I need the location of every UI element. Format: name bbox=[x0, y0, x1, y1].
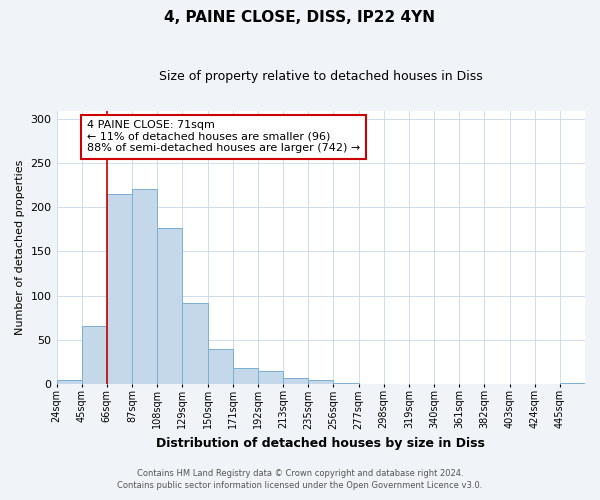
Bar bbox=[157, 228, 182, 384]
Bar bbox=[308, 380, 334, 384]
Bar bbox=[560, 382, 585, 384]
Title: Size of property relative to detached houses in Diss: Size of property relative to detached ho… bbox=[159, 70, 482, 83]
X-axis label: Distribution of detached houses by size in Diss: Distribution of detached houses by size … bbox=[157, 437, 485, 450]
Text: 4 PAINE CLOSE: 71sqm
← 11% of detached houses are smaller (96)
88% of semi-detac: 4 PAINE CLOSE: 71sqm ← 11% of detached h… bbox=[87, 120, 360, 154]
Bar bbox=[283, 378, 308, 384]
Text: 4, PAINE CLOSE, DISS, IP22 4YN: 4, PAINE CLOSE, DISS, IP22 4YN bbox=[164, 10, 436, 25]
Bar bbox=[56, 380, 82, 384]
Bar bbox=[82, 326, 107, 384]
Bar bbox=[208, 350, 233, 384]
Bar bbox=[258, 372, 283, 384]
Bar bbox=[182, 304, 208, 384]
Bar bbox=[233, 368, 258, 384]
Bar bbox=[132, 189, 157, 384]
Y-axis label: Number of detached properties: Number of detached properties bbox=[15, 160, 25, 335]
Text: Contains HM Land Registry data © Crown copyright and database right 2024.
Contai: Contains HM Land Registry data © Crown c… bbox=[118, 468, 482, 490]
Bar bbox=[334, 382, 359, 384]
Bar bbox=[107, 194, 132, 384]
